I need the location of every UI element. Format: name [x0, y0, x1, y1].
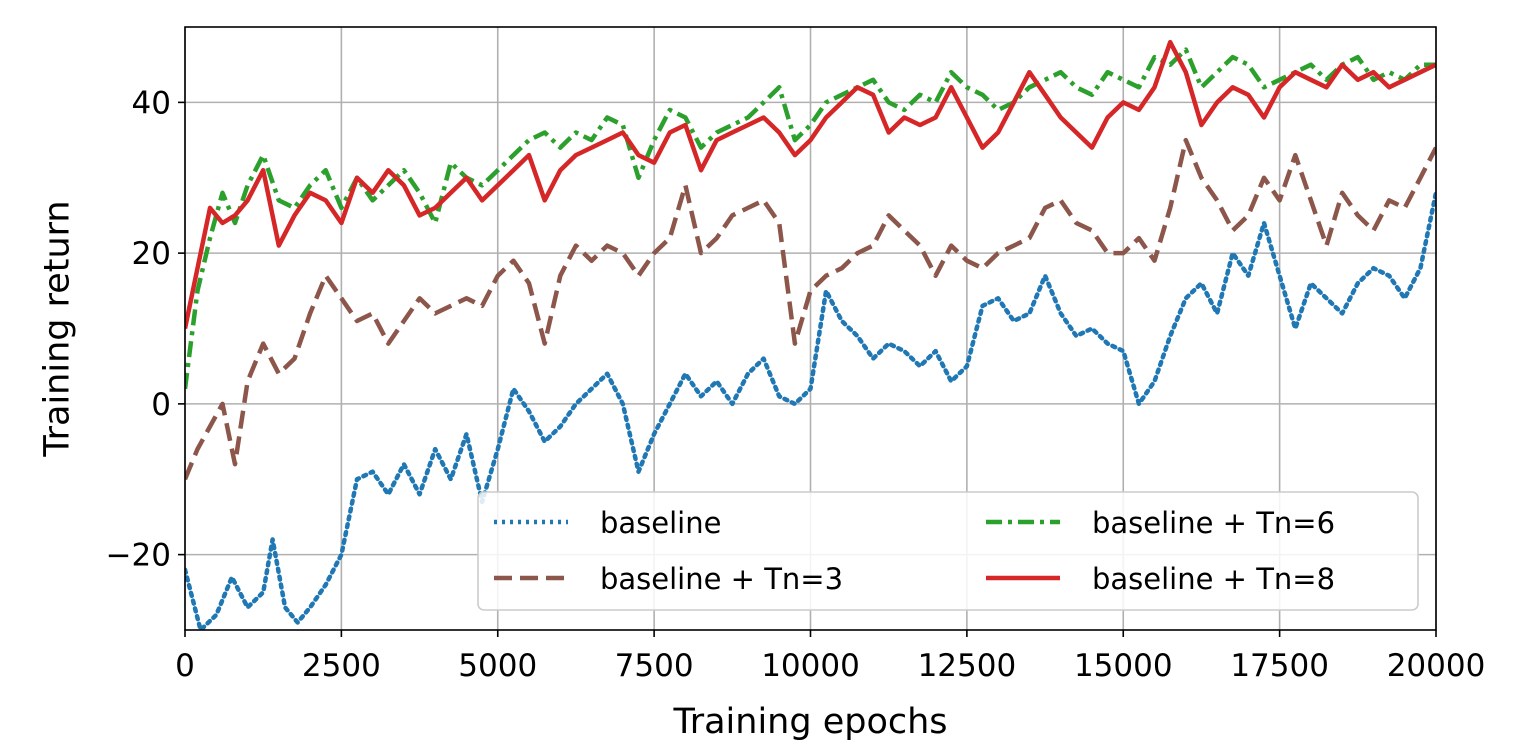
x-tick-label: 0: [175, 648, 195, 684]
plot-series: [185, 39, 1436, 630]
legend-label-baseline: baseline: [600, 506, 721, 540]
x-axis-label: Training epochs: [672, 702, 947, 742]
legend: baseline baseline + Tn=3 baseline + Tn=6 ba…: [477, 491, 1419, 611]
x-tick-label: 17500: [1230, 648, 1329, 684]
series-line-baseline-tn-3: [185, 137, 1436, 481]
x-tick-label: 10000: [761, 648, 860, 684]
y-tick-label: 0: [151, 387, 171, 423]
legend-box: [477, 491, 1419, 611]
series-line-baseline: [185, 190, 1436, 630]
axis-ticks: 0 2500 5000 7500 10000 12500 15000 17500 20000 −2…: [106, 85, 1486, 684]
x-tick-label: 15000: [1074, 648, 1173, 684]
y-axis-label: Training return: [37, 200, 77, 457]
legend-label-baseline-tn-8: baseline + Tn=8: [1092, 562, 1335, 596]
series-line-baseline-tn-8: [185, 39, 1436, 329]
legend-label-baseline-tn-3: baseline + Tn=3: [600, 562, 843, 596]
legend-label-baseline-tn-6: baseline + Tn=6: [1092, 506, 1335, 540]
x-tick-label: 20000: [1387, 648, 1486, 684]
y-tick-label: 20: [132, 236, 171, 272]
x-tick-label: 2500: [302, 648, 381, 684]
y-tick-label: 40: [132, 85, 171, 121]
y-tick-label: −20: [106, 538, 171, 574]
x-tick-label: 7500: [615, 648, 694, 684]
x-tick-label: 12500: [918, 648, 1017, 684]
x-tick-label: 5000: [458, 648, 537, 684]
